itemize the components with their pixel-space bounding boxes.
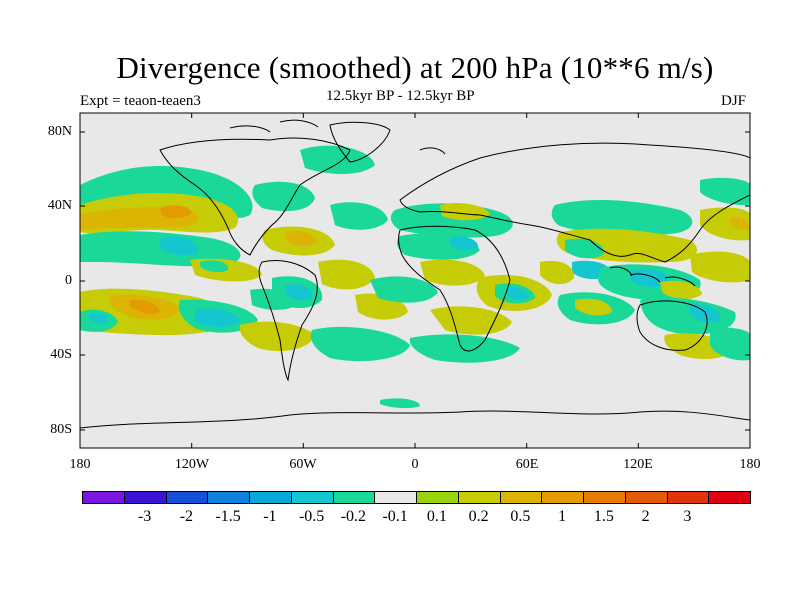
field-patch <box>700 207 750 241</box>
field-patch <box>700 177 750 206</box>
field-patch <box>300 145 375 174</box>
field-patch <box>690 304 721 323</box>
colorbar-swatch <box>207 491 250 504</box>
lon-label: 0 <box>411 457 419 472</box>
colorbar-swatch <box>290 491 333 504</box>
divergence-field <box>80 145 750 409</box>
colorbar-tick-label: 0.2 <box>468 508 489 525</box>
colorbar-tick-label: -0.1 <box>382 508 408 525</box>
field-patch <box>730 217 750 230</box>
colorbar-swatch <box>583 491 626 504</box>
lat-ticks <box>80 131 750 431</box>
field-patch <box>380 398 420 409</box>
colorbar-swatch <box>416 491 459 504</box>
colorbar-tick-label: 1.5 <box>593 508 614 525</box>
colorbar-swatch <box>249 491 292 504</box>
colorbar-tick-label: -1 <box>263 508 277 525</box>
field-patch <box>160 205 192 219</box>
colorbar-tick-label: -0.2 <box>340 508 367 525</box>
lon-label: 180 <box>739 457 761 472</box>
colorbar-tick-label: 0.1 <box>426 508 447 525</box>
experiment-label: Expt = teaon-teaen3 <box>80 93 201 109</box>
field-patch <box>195 308 240 328</box>
colorbar-swatch <box>374 491 417 504</box>
colorbar-tick-label: 1 <box>558 508 567 525</box>
field-patch <box>660 280 702 300</box>
coast-maritime <box>609 266 696 287</box>
lon-label: 60W <box>289 457 317 472</box>
field-patch <box>450 236 479 251</box>
field-patch <box>330 202 388 230</box>
colorbar-swatch <box>666 491 709 504</box>
field-patch <box>318 259 375 290</box>
coast-australia <box>636 300 708 351</box>
lat-label: 80S <box>50 422 72 437</box>
field-patch <box>160 236 199 256</box>
field-patch <box>285 284 313 301</box>
colorbar-swatch <box>123 491 166 504</box>
field-patch <box>540 260 575 285</box>
period-label: 12.5kyr BP - 12.5kyr BP <box>326 88 475 104</box>
field-patch <box>80 231 241 267</box>
colorbar-tick-label: 2 <box>641 508 650 525</box>
colorbar-tick-label: 3 <box>683 508 692 525</box>
season-label: DJF <box>721 93 747 109</box>
colorbar-tick-label: -1.5 <box>215 508 241 525</box>
colorbar-swatch <box>332 491 375 504</box>
field-patch <box>551 199 693 236</box>
field-patch <box>252 181 315 212</box>
chart-title: Divergence (smoothed) at 200 hPa (10**6 … <box>116 50 714 85</box>
colorbar-swatch <box>499 491 542 504</box>
lat-label: 40S <box>50 347 72 362</box>
colorbar-swatch <box>165 491 208 504</box>
field-patch <box>640 297 736 335</box>
field-patch <box>575 298 612 316</box>
coast-south-america <box>258 260 318 382</box>
coast-eurasia <box>399 142 750 263</box>
field-patch <box>690 251 750 283</box>
lon-label: 120E <box>623 457 653 472</box>
colorbar-tick-label: -0.5 <box>298 508 325 525</box>
field-patch <box>285 230 318 246</box>
field-patch <box>440 203 490 221</box>
colorbar-swatch <box>82 491 125 504</box>
coast-antarctica <box>80 410 750 429</box>
field-patch <box>505 287 529 300</box>
field-patch <box>310 326 410 362</box>
lat-label: 0 <box>65 273 72 288</box>
coast-africa <box>398 225 511 352</box>
lon-label: 120W <box>174 457 210 472</box>
lon-label: 180 <box>69 457 91 472</box>
lon-ticks <box>191 113 639 448</box>
field-patch <box>90 313 109 324</box>
colorbar-swatch <box>541 491 584 504</box>
colorbar-swatch <box>624 491 667 504</box>
colorbar-tick-label: 0.5 <box>510 508 531 525</box>
field-patch <box>630 268 670 288</box>
lat-label: 40N <box>47 198 72 213</box>
field-patch <box>409 334 520 363</box>
colorbar-tick-label: -2 <box>179 508 194 525</box>
field-patch <box>130 299 160 314</box>
lat-label: 80N <box>47 124 72 139</box>
field-patch <box>200 260 229 273</box>
field-patch <box>710 327 750 361</box>
field-patch <box>420 259 485 286</box>
coast-north-america <box>159 137 351 256</box>
coast-greenland <box>329 121 391 163</box>
colorbar-swatch <box>708 491 751 504</box>
coastlines <box>80 119 750 429</box>
field-patch <box>370 276 438 303</box>
colorbar-tick-label: -3 <box>137 508 152 525</box>
lon-label: 60E <box>515 457 539 472</box>
colorbar-swatch <box>457 491 500 504</box>
coast-arctic-islands <box>229 119 446 155</box>
